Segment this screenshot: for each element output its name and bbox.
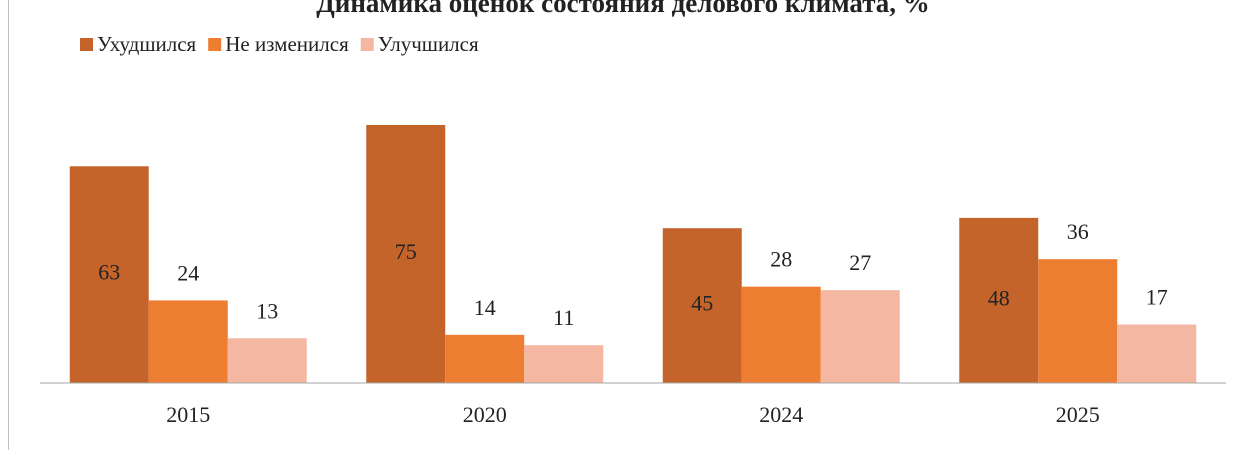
legend-swatch [80, 38, 93, 51]
legend-label: Не изменился [225, 32, 349, 56]
data-label: 17 [1146, 285, 1168, 310]
legend-swatch [360, 38, 374, 51]
bar [69, 166, 149, 383]
data-label: 27 [849, 250, 871, 275]
data-label: 13 [256, 298, 278, 323]
data-label: 48 [988, 285, 1010, 310]
chart-title: Динамика оценок состояния делового клима… [316, 0, 930, 18]
data-label: 11 [553, 305, 574, 330]
data-label: 24 [177, 260, 199, 285]
x-tick-label: 2020 [463, 402, 507, 427]
bar [1038, 259, 1118, 383]
data-label: 36 [1067, 219, 1089, 244]
x-tick-label: 2025 [1056, 402, 1100, 427]
bar [820, 290, 900, 383]
data-label: 63 [98, 260, 120, 285]
bar [662, 228, 742, 383]
legend-label: Улучшился [378, 32, 479, 56]
x-tick-label: 2015 [166, 402, 210, 427]
bar [524, 345, 604, 383]
data-label: 45 [691, 291, 713, 316]
legend-swatch [208, 38, 222, 51]
bar [1117, 324, 1197, 383]
bar [445, 334, 525, 383]
bar [959, 217, 1039, 383]
bar [227, 338, 307, 383]
bar [148, 300, 228, 383]
data-label: 14 [474, 295, 496, 320]
bar [741, 286, 821, 383]
data-label: 28 [770, 247, 792, 272]
legend-label: Ухудшился [97, 32, 197, 56]
bar [366, 125, 446, 383]
x-tick-label: 2024 [759, 402, 803, 427]
data-label: 75 [395, 239, 417, 264]
